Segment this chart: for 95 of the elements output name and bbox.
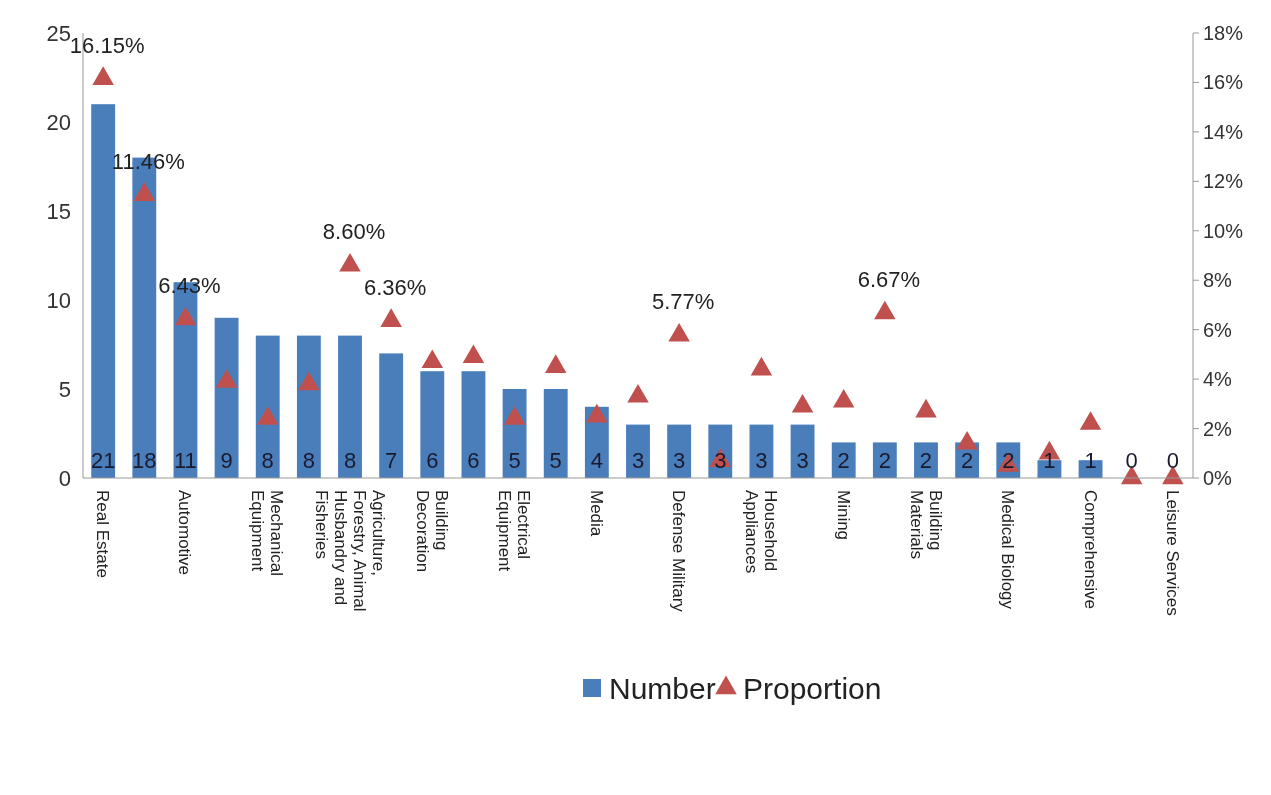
data-label: 3: [631, 448, 645, 473]
point: [462, 344, 485, 364]
data-label: 8.60%: [322, 219, 386, 245]
data-label: 9: [220, 448, 233, 473]
x-tick-label: Media: [586, 490, 606, 537]
data-label: 8: [343, 448, 357, 473]
y2-tick-label: 16%: [1203, 71, 1244, 94]
data-label: 0: [1166, 448, 1179, 473]
data-label: 2: [919, 448, 933, 473]
data-label: 5: [549, 448, 562, 473]
x-tick-label: Leisure Services: [1162, 490, 1182, 616]
y-tick-label: 0: [58, 465, 71, 491]
x-tick-label: Automotive: [175, 490, 195, 576]
bar: [338, 335, 362, 478]
y2-tick-label: 4%: [1203, 368, 1233, 391]
point: [544, 354, 567, 373]
point: [668, 322, 690, 342]
point: [133, 182, 156, 201]
y2-tick-label: 8%: [1203, 269, 1233, 292]
x-tick-label: Agriculture, Forestry, Animal Husbandry and Fisheries: [311, 490, 388, 612]
point: [586, 403, 608, 423]
y-tick-label: 5: [58, 376, 71, 402]
data-label: 16.15%: [69, 32, 145, 58]
point: [832, 388, 855, 408]
data-label: 18: [132, 448, 157, 473]
y2-tick-label: 2%: [1203, 417, 1233, 440]
x-tick-label: Building Decoration: [412, 490, 451, 573]
y-tick-label: 25: [46, 20, 71, 46]
y-tick-label: 15: [46, 198, 71, 224]
y-tick-label: 20: [46, 109, 71, 135]
point: [915, 398, 937, 418]
x-tick-label: Medical Biology: [998, 490, 1018, 610]
point: [956, 430, 978, 450]
data-label: 8: [302, 448, 315, 473]
y-tick-label: 10: [46, 287, 71, 313]
data-label: 2: [961, 448, 974, 473]
bar: [667, 424, 692, 478]
data-label: 6.36%: [363, 274, 427, 300]
point: [298, 371, 320, 391]
x-tick-label: Mechanical Equipment: [248, 490, 287, 576]
point: [627, 384, 649, 403]
y2-tick-label: 6%: [1203, 318, 1233, 341]
bar: [420, 371, 445, 478]
bar: [255, 335, 280, 478]
bar: [379, 353, 404, 478]
x-tick-label: Defense Military: [669, 490, 689, 613]
bar: [502, 389, 527, 478]
data-label: 0: [1125, 448, 1138, 473]
y2-tick-label: 18%: [1203, 22, 1244, 44]
data-label: 8: [261, 448, 274, 473]
data-label: 3: [796, 448, 809, 473]
point: [791, 393, 814, 413]
bar: [214, 317, 239, 478]
x-tick-label: Household Appliances: [741, 490, 780, 574]
data-label: 11: [174, 448, 197, 473]
point: [874, 300, 896, 320]
bar: [626, 424, 650, 478]
bar: [461, 371, 486, 478]
point: [256, 406, 279, 425]
data-label: 2: [878, 448, 891, 473]
point: [1079, 411, 1102, 430]
point: [380, 308, 402, 327]
data-label: 5: [508, 448, 521, 473]
point: [503, 406, 526, 425]
data-label: 21: [90, 448, 116, 473]
x-tick-label: Building Materials: [906, 490, 945, 559]
legend-label: Number: [609, 671, 716, 705]
bar: [749, 424, 774, 478]
y2-tick-label: 0%: [1203, 467, 1233, 489]
y2-tick-label: 12%: [1203, 170, 1244, 193]
y2-tick-label: 10%: [1203, 219, 1244, 242]
point: [174, 306, 197, 326]
x-tick-label: Mining: [833, 490, 853, 541]
x-tick-label: Comprehensive: [1080, 490, 1100, 610]
x-tick-label: Electrical Equipment: [495, 490, 534, 572]
data-label: 6.67%: [857, 267, 921, 293]
point: [750, 356, 773, 376]
legend-label: Proportion: [743, 671, 882, 705]
data-label: 3: [755, 448, 768, 473]
data-label: 3: [714, 448, 727, 473]
point: [339, 252, 361, 272]
y2-tick-label: 14%: [1203, 120, 1244, 143]
data-label: 3: [673, 448, 686, 473]
bar: [543, 389, 568, 478]
data-label: 7: [385, 448, 398, 473]
point: [215, 369, 238, 388]
point: [92, 66, 114, 85]
bar: [296, 335, 321, 478]
data-label: 2: [837, 448, 850, 473]
data-label: 4: [590, 448, 603, 473]
x-tick-label: Real Estate: [93, 490, 113, 578]
data-label: 6: [426, 448, 439, 473]
data-label: 5.77%: [651, 289, 715, 315]
point: [421, 349, 444, 369]
data-label: 6: [467, 448, 480, 473]
